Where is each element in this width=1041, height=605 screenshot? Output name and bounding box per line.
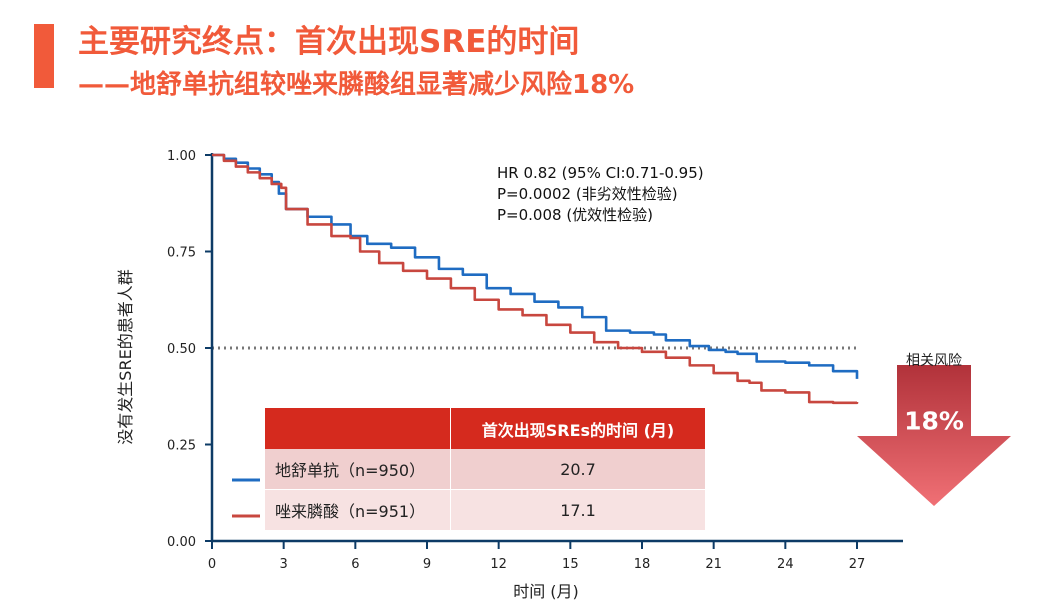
x-tick-label: 12 (490, 557, 507, 572)
slide-subtitle: ——地舒单抗组较唑来膦酸组显著减少风险18% (78, 70, 635, 100)
table-row: 唑来膦酸（n=951） 17.1 (265, 490, 705, 530)
series-line-zoledronic (212, 153, 859, 405)
table-row-value: 17.1 (560, 500, 596, 520)
table-row: 地舒单抗（n=950） 20.7 (265, 449, 705, 490)
stats-block: HR 0.82 (95% CI:0.71-0.95) P=0.0002 (非劣效… (497, 163, 704, 226)
y-tick-label: 0.50 (167, 342, 196, 357)
risk-down-arrow-icon (857, 365, 1011, 506)
p-superiority-text: P=0.008 (优效性检验) (497, 206, 654, 224)
hazard-ratio-text: HR 0.82 (95% CI:0.71-0.95) (497, 164, 704, 182)
slide-title: 主要研究终点：首次出现SRE的时间 (78, 24, 580, 60)
table-row-label: 地舒单抗（n=950） (265, 449, 451, 489)
x-tick-label: 18 (634, 557, 651, 572)
x-tick-label: 15 (562, 557, 579, 572)
median-time-table: 首次出现SREs的时间 (月) 地舒单抗（n=950） 20.7 唑来膦酸（n=… (265, 408, 705, 530)
table-row-label: 唑来膦酸（n=951） (265, 490, 451, 530)
x-tick-label: 0 (208, 557, 216, 572)
table-row-value: 20.7 (560, 459, 596, 479)
y-tick-label: 1.00 (167, 149, 196, 164)
y-axis-label: 没有发生SRE的患者人群 (116, 269, 135, 445)
risk-reduction-value: 18% (904, 406, 964, 436)
y-tick-label: 0.00 (167, 535, 196, 550)
risk-reduction-label: 相关风险 (906, 353, 962, 369)
x-tick-label: 27 (849, 557, 866, 572)
y-tick-label: 0.75 (167, 246, 196, 261)
x-tick-label: 9 (423, 557, 431, 572)
table-header-label: 首次出现SREs的时间 (月) (481, 420, 675, 440)
table-header-blank (265, 408, 451, 449)
x-tick-label: 3 (280, 557, 288, 572)
title-accent-bar (34, 24, 54, 88)
x-tick-label: 21 (705, 557, 722, 572)
table-header-row: 首次出现SREs的时间 (月) (265, 408, 705, 449)
p-noninferiority-text: P=0.0002 (非劣效性检验) (497, 185, 678, 203)
x-tick-label: 24 (777, 557, 794, 572)
series-line-denosumab (212, 153, 859, 379)
x-axis-label: 时间 (月) (513, 582, 579, 601)
y-tick-label: 0.25 (167, 439, 196, 454)
x-tick-label: 6 (351, 557, 359, 572)
